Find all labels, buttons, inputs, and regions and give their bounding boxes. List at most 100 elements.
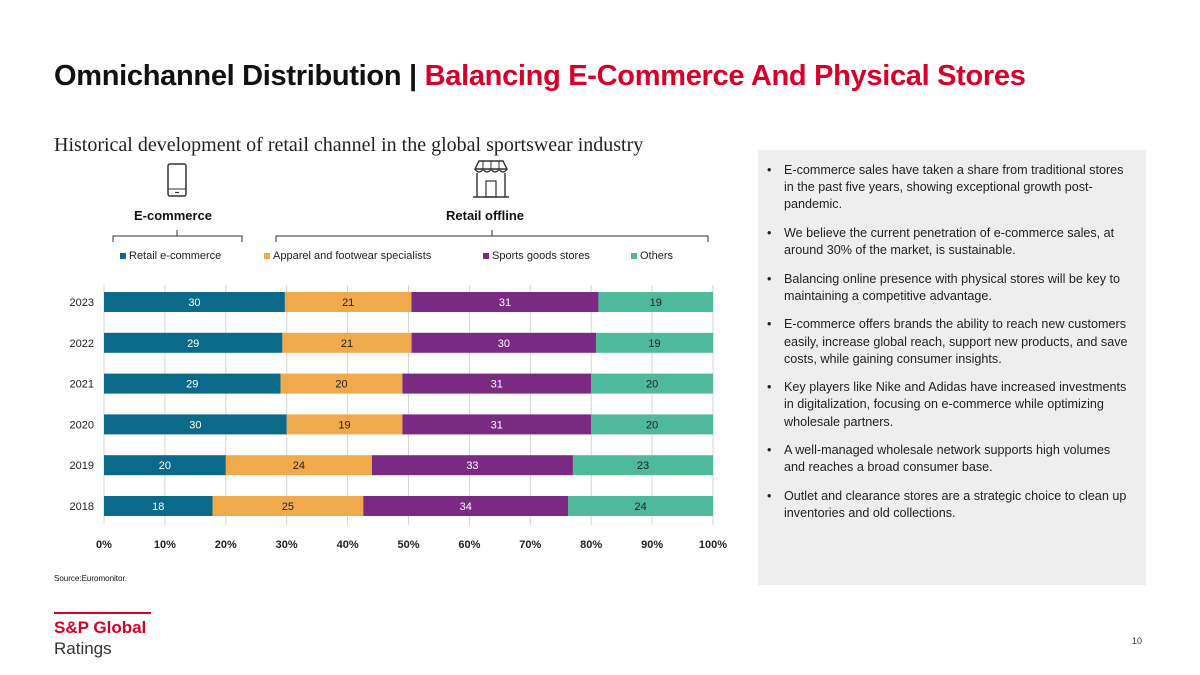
legend-item-retail-ecommerce: Retail e-commerce — [120, 250, 221, 262]
bar-value-label: 21 — [342, 297, 354, 309]
bar-segment — [284, 292, 412, 312]
bar-segment — [280, 373, 403, 394]
bar-segment — [104, 455, 226, 476]
title-separator: | — [409, 60, 417, 92]
bullet-item: We believe the current penetration of e-… — [767, 225, 1132, 259]
bar-value-label: 21 — [341, 338, 353, 350]
x-tick-label: 100% — [699, 539, 727, 551]
bar-value-label: 18 — [152, 501, 164, 513]
x-tick-label: 40% — [337, 539, 359, 551]
commentary-panel: E-commerce sales have taken a share from… — [758, 150, 1146, 585]
logo-bar — [54, 612, 151, 614]
x-tick-label: 60% — [458, 539, 480, 551]
bar-value-label: 24 — [635, 501, 647, 513]
y-tick-label: 2018 — [70, 501, 94, 513]
logo-line2: Ratings — [54, 639, 112, 658]
bar-segment — [411, 292, 599, 312]
y-tick-label: 2021 — [70, 379, 94, 391]
bar-segment — [402, 373, 592, 394]
bar-segment — [591, 414, 713, 435]
bar-value-label: 20 — [335, 379, 347, 391]
legend-label: Others — [640, 250, 674, 262]
bar-value-label: 20 — [646, 419, 658, 431]
bar-segment — [596, 332, 713, 353]
bar-segment — [572, 455, 713, 476]
bar-value-label: 30 — [188, 297, 200, 309]
bar-value-label: 23 — [637, 460, 649, 472]
bar-segment — [598, 292, 713, 312]
bar-segment — [104, 332, 283, 353]
legend-label: Apparel and footwear specialists — [273, 250, 432, 262]
source-note: Source:Euromonitor. — [54, 574, 127, 583]
x-tick-label: 50% — [397, 539, 419, 551]
bar-value-label: 30 — [498, 338, 510, 350]
bar-segment — [212, 496, 364, 516]
ecommerce-bracket — [112, 230, 243, 242]
legend-item-sports-goods: Sports goods stores — [483, 250, 590, 262]
page-title: Omnichannel Distribution | Balancing E-C… — [54, 60, 1026, 93]
legend-swatch — [631, 253, 637, 259]
bar-segment — [104, 373, 281, 394]
bullet-item: E-commerce sales have taken a share from… — [767, 162, 1132, 214]
bar-segment — [104, 496, 213, 516]
x-tick-label: 30% — [276, 539, 298, 551]
y-tick-label: 2019 — [70, 460, 94, 472]
legend-item-apparel: Apparel and footwear specialists — [264, 250, 431, 262]
y-tick-label: 2022 — [70, 338, 94, 350]
x-tick-label: 0% — [96, 539, 112, 551]
bar-value-label: 19 — [338, 419, 350, 431]
bar-segment — [568, 496, 713, 516]
bar-value-label: 19 — [650, 297, 662, 309]
group-label-retail-offline: Retail offline — [446, 208, 525, 223]
bar-segment — [402, 414, 592, 435]
bar-segment — [363, 496, 569, 516]
x-tick-label: 70% — [519, 539, 541, 551]
legend-swatch — [483, 253, 489, 259]
bar-value-label: 25 — [282, 501, 294, 513]
bar-segment — [104, 414, 287, 435]
bullet-item: Balancing online presence with physical … — [767, 271, 1132, 305]
bar-value-label: 29 — [186, 379, 198, 391]
x-tick-label: 80% — [580, 539, 602, 551]
bar-value-label: 19 — [648, 338, 660, 350]
legend-label: Retail e-commerce — [129, 250, 222, 262]
y-tick-label: 2020 — [70, 419, 94, 431]
x-tick-label: 20% — [215, 539, 237, 551]
bullet-item: A well-managed wholesale network support… — [767, 442, 1132, 476]
x-tick-label: 10% — [154, 539, 176, 551]
logo-line1: S&P Global — [54, 618, 147, 637]
gridlines — [103, 285, 714, 525]
bar-segment — [225, 455, 372, 476]
bar-value-label: 31 — [491, 379, 503, 391]
title-highlight: Balancing E-Commerce And Physical Stores — [424, 60, 1026, 92]
bar-value-label: 31 — [499, 297, 511, 309]
legend-swatch — [120, 253, 126, 259]
bullet-item: Outlet and clearance stores are a strate… — [767, 488, 1132, 522]
bar-segment — [411, 332, 597, 353]
bar-segment — [371, 455, 573, 476]
bar-segment — [591, 373, 713, 394]
bullet-item: Key players like Nike and Adidas have in… — [767, 379, 1132, 431]
bar-value-label: 31 — [491, 419, 503, 431]
storefront-icon — [471, 159, 511, 204]
legend-label: Sports goods stores — [492, 250, 590, 262]
bars: 30 21 31 19 29 21 30 19 29 20 31 20 30 19 31 20 20 24 33 23… — [104, 292, 713, 516]
bar-segment — [104, 292, 285, 312]
sp-global-logo: S&P Global Ratings — [54, 612, 151, 659]
smartphone-icon — [167, 163, 187, 202]
bar-value-label: 20 — [159, 460, 171, 472]
bar-value-label: 24 — [293, 460, 305, 472]
y-tick-label: 2023 — [70, 297, 94, 309]
bar-value-label: 34 — [460, 501, 472, 513]
bar-value-label: 30 — [189, 419, 201, 431]
group-label-ecommerce: E-commerce — [134, 208, 213, 223]
page-number: 10 — [1132, 636, 1143, 646]
legend-swatch — [264, 253, 270, 259]
bar-value-label: 29 — [187, 338, 199, 350]
title-main: Omnichannel Distribution — [54, 60, 402, 92]
y-axis-labels: 2023 2022 2021 2020 2019 2018 — [70, 297, 94, 513]
bar-value-label: 20 — [646, 379, 658, 391]
bar-value-label: 33 — [466, 460, 478, 472]
chart-subtitle: Historical development of retail channel… — [54, 134, 644, 156]
